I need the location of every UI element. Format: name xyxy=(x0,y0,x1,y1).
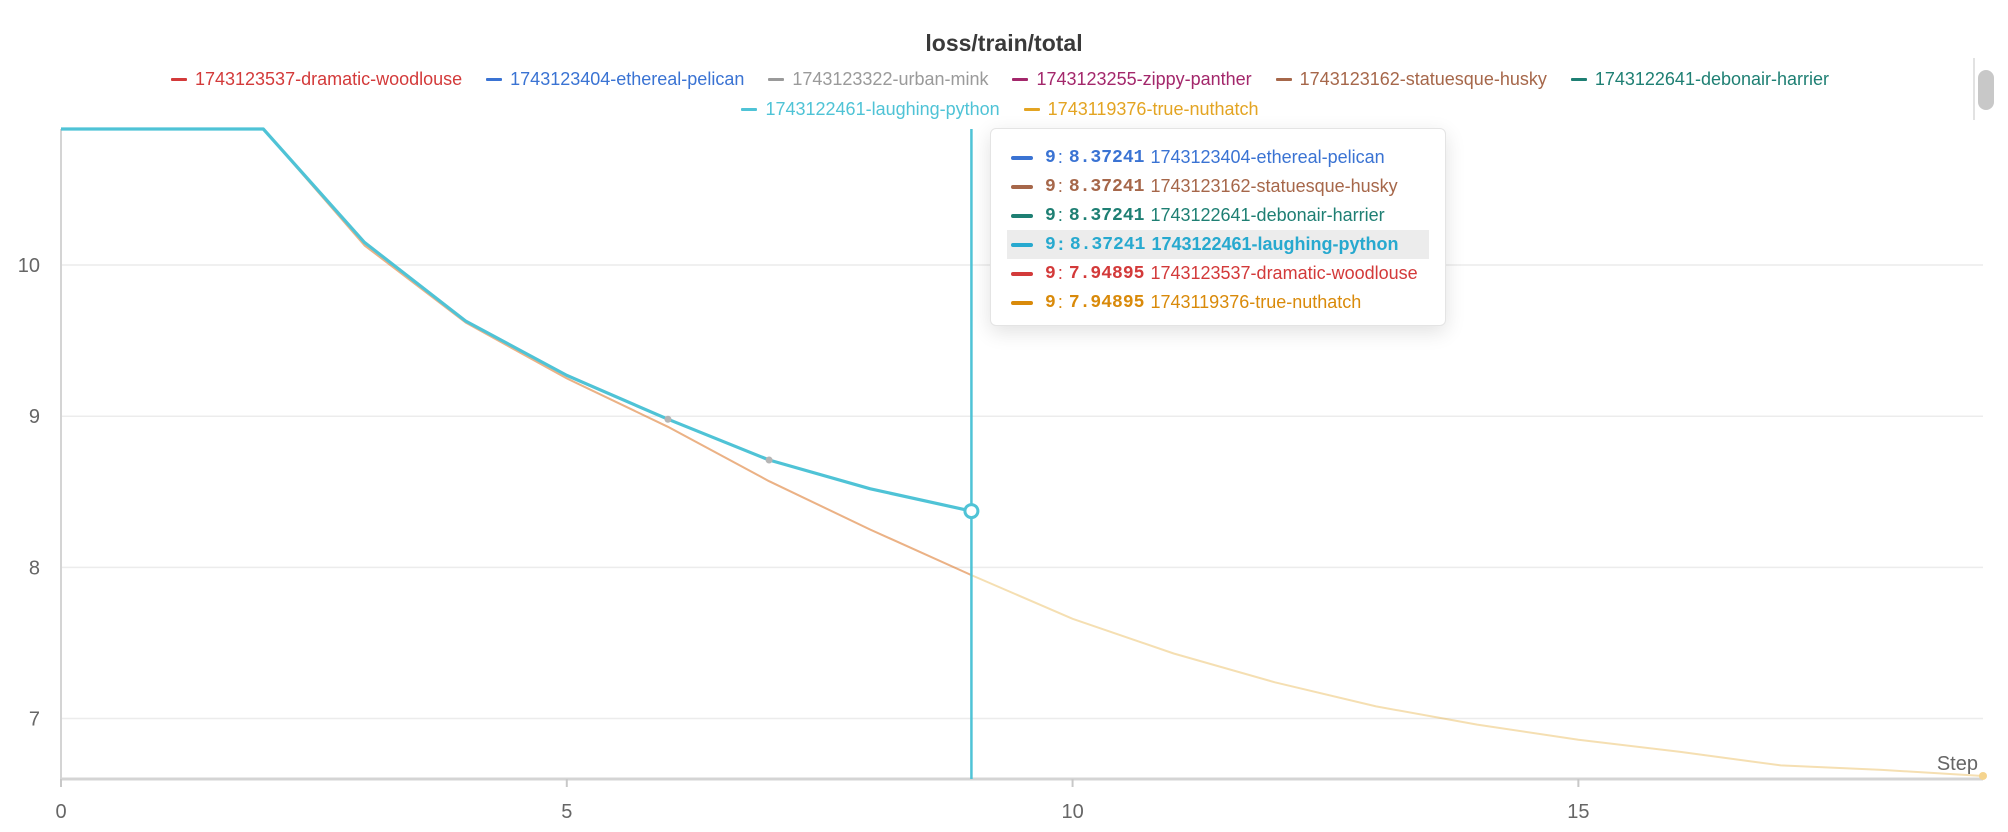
series-line-1743123404-ethereal-pelican[interactable] xyxy=(61,128,972,513)
legend-swatch xyxy=(768,77,785,81)
legend-scroll-track xyxy=(1973,58,1975,120)
tooltip-row: 9:8.37241 1743122461-laughing-python xyxy=(1007,230,1429,259)
legend-label: 1743123404-ethereal-pelican xyxy=(510,69,745,89)
legend-swatch xyxy=(170,77,187,81)
chart-title: loss/train/total xyxy=(925,30,1083,56)
hover-point xyxy=(963,503,980,520)
grid-lines xyxy=(61,264,1983,720)
series-point xyxy=(765,456,773,464)
legend-label: 1743123537-dramatic-woodlouse xyxy=(194,69,463,89)
tooltip-separator: : xyxy=(1057,176,1063,196)
tooltip-run-name: 1743123404-ethereal-pelican xyxy=(1150,147,1385,167)
legend-item[interactable]: 1743123322-urban-mink xyxy=(768,66,988,92)
series-endpoint xyxy=(1979,771,1987,780)
series-line-1743123162-statuesque-husky[interactable] xyxy=(61,128,972,513)
series-line-1743123537-dramatic-woodlouse[interactable] xyxy=(61,128,972,577)
tooltip-value: 8.37241 xyxy=(1069,234,1146,255)
tooltip-separator: : xyxy=(1057,234,1064,254)
tooltip-separator: : xyxy=(1057,205,1063,225)
y-tick-label: 10 xyxy=(18,255,40,277)
tooltip-swatch xyxy=(1011,213,1033,218)
x-tick-label: 15 xyxy=(1567,801,1589,823)
tooltip-swatch xyxy=(1011,271,1033,276)
tooltip-value: 7.94895 xyxy=(1068,292,1145,313)
legend-label: 1743122641-debonair-harrier xyxy=(1594,69,1830,89)
legend-item[interactable]: 1743123404-ethereal-pelican xyxy=(486,66,744,92)
tooltip-value: 8.37241 xyxy=(1068,205,1145,226)
legend-label: 1743123322-urban-mink xyxy=(792,69,989,89)
tooltip-separator: : xyxy=(1057,263,1063,283)
legend-item[interactable]: 1743122641-debonair-harrier xyxy=(1570,66,1830,92)
axes: 7 8 9 10 0 5 10 15 xyxy=(18,129,1983,823)
legend-item[interactable]: 1743123162-statuesque-husky xyxy=(1275,66,1547,92)
hover-tooltip: 9:8.37241 1743123404-ethereal-pelican 9:8.… xyxy=(990,128,1446,326)
tooltip-run-name: 1743122641-debonair-harrier xyxy=(1150,205,1385,225)
tooltip-row: 9:7.94895 1743123537-dramatic-woodlouse xyxy=(1007,259,1429,288)
tooltip-step: 9 xyxy=(1045,292,1056,313)
tooltip-separator: : xyxy=(1057,147,1063,167)
series-line-1743123255-zippy-panther[interactable] xyxy=(61,128,972,513)
x-tick-label: 10 xyxy=(1061,801,1083,823)
tooltip-swatch xyxy=(1011,242,1033,247)
hover-layer xyxy=(963,129,980,779)
series-line-1743119376-true-nuthatch[interactable] xyxy=(61,128,1984,777)
legend-label: 1743123162-statuesque-husky xyxy=(1299,69,1547,89)
tooltip-separator: : xyxy=(1057,292,1063,312)
legend-item[interactable]: 1743119376-true-nuthatch xyxy=(1023,96,1259,122)
legend-item[interactable]: 1743123537-dramatic-woodlouse xyxy=(170,66,463,92)
tooltip-row: 9:8.37241 1743122641-debonair-harrier xyxy=(1007,201,1429,230)
tooltip-value: 8.37241 xyxy=(1068,147,1145,168)
legend-swatch xyxy=(1012,77,1029,81)
legend-item[interactable]: 1743123255-zippy-panther xyxy=(1012,66,1252,92)
tooltip-run-name: 1743122461-laughing-python xyxy=(1151,234,1399,254)
series-line-1743123322-urban-mink[interactable] xyxy=(61,128,972,513)
tooltip-step: 9 xyxy=(1045,147,1056,168)
tooltip-swatch xyxy=(1011,155,1033,160)
x-tick-label: 5 xyxy=(561,801,572,823)
tooltip-row: 9:7.94895 1743119376-true-nuthatch xyxy=(1007,288,1429,317)
legend-item[interactable]: 1743122461-laughing-python xyxy=(741,96,1000,122)
legend-swatch xyxy=(741,107,758,111)
tooltip-value: 8.37241 xyxy=(1068,176,1145,197)
tooltip-step: 9 xyxy=(1045,263,1056,284)
series-line-1743122641-debonair-harrier[interactable] xyxy=(61,128,972,513)
chart-legend: 1743123537-dramatic-woodlouse 1743123404-… xyxy=(20,66,1980,122)
legend-label: 1743119376-true-nuthatch xyxy=(1047,99,1259,119)
legend-scrollbar[interactable] xyxy=(1978,70,1994,110)
tooltip-row: 9:8.37241 1743123162-statuesque-husky xyxy=(1007,172,1429,201)
y-tick-label: 9 xyxy=(29,406,40,428)
x-tick-label: 0 xyxy=(55,801,66,823)
series-lines xyxy=(61,127,1987,780)
tooltip-row: 9:8.37241 1743123404-ethereal-pelican xyxy=(1007,143,1429,172)
tooltip-run-name: 1743119376-true-nuthatch xyxy=(1150,292,1362,312)
tooltip-step: 9 xyxy=(1045,205,1056,226)
legend-swatch xyxy=(1023,107,1040,111)
tooltip-step: 9 xyxy=(1045,176,1056,197)
legend-label: 1743122461-laughing-python xyxy=(765,99,1000,119)
series-line-1743122461-laughing-python[interactable] xyxy=(61,127,972,513)
tooltip-swatch xyxy=(1011,300,1033,305)
tooltip-value: 7.94895 xyxy=(1068,263,1145,284)
tooltip-step: 9 xyxy=(1045,234,1056,255)
y-tick-label: 7 xyxy=(29,709,40,731)
legend-swatch xyxy=(486,77,503,81)
legend-swatch xyxy=(1275,77,1292,81)
tooltip-swatch xyxy=(1011,184,1033,189)
series-point xyxy=(664,415,672,423)
legend-swatch xyxy=(1570,77,1587,81)
y-tick-label: 8 xyxy=(29,557,40,579)
x-axis-label: Step xyxy=(1937,753,1978,775)
tooltip-run-name: 1743123537-dramatic-woodlouse xyxy=(1150,263,1418,283)
legend-label: 1743123255-zippy-panther xyxy=(1036,69,1252,89)
tooltip-run-name: 1743123162-statuesque-husky xyxy=(1150,176,1398,196)
